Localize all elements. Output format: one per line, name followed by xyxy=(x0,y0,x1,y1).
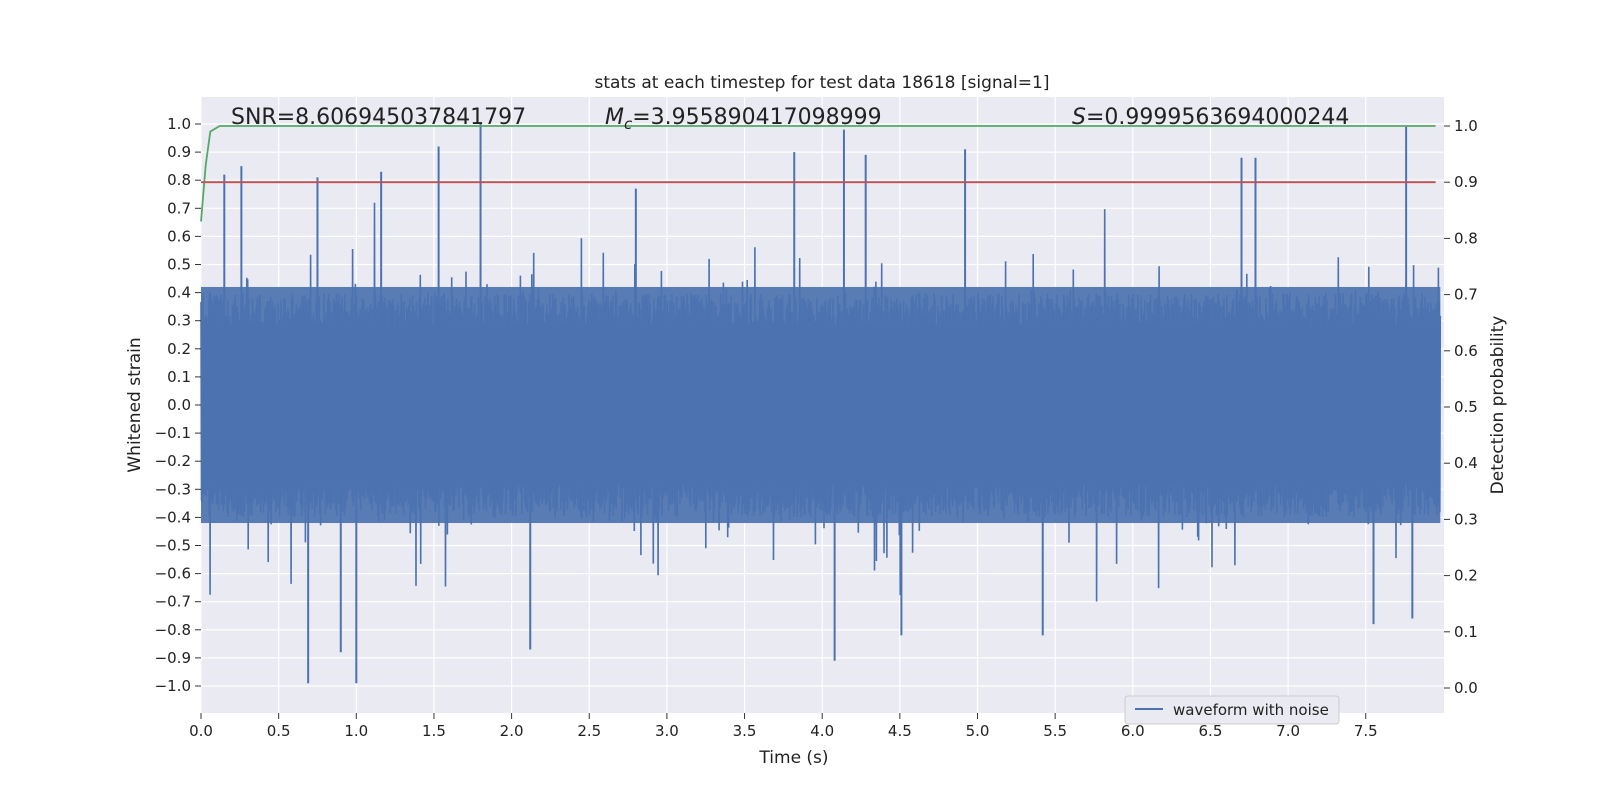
y-left-tick-label: 0.3 xyxy=(167,312,191,330)
y-right-tick-label: 0.1 xyxy=(1454,623,1478,641)
y-axis-left-title: Whitened strain xyxy=(125,337,145,472)
x-tick-label: 7.0 xyxy=(1276,722,1300,740)
mc-value: =3.955890417098999 xyxy=(632,105,881,130)
waveform-dense-band xyxy=(201,286,1441,524)
x-tick-label: 1.0 xyxy=(344,722,368,740)
x-tick-label: 4.0 xyxy=(810,722,834,740)
y-left-tick-label: −0.2 xyxy=(155,452,191,470)
x-tick-label: 3.0 xyxy=(655,722,679,740)
y-right-tick-label: 0.2 xyxy=(1454,567,1478,585)
y-left-tick-label: −0.5 xyxy=(155,537,191,555)
chart-title: stats at each timestep for test data 186… xyxy=(595,73,1050,93)
x-tick-label: 0.5 xyxy=(267,722,291,740)
snr-annotation: SNR=8.606945037841797 xyxy=(231,105,526,130)
y-left-tick-label: 0.6 xyxy=(167,227,191,245)
y-left-tick-label: −0.3 xyxy=(155,480,191,498)
x-tick-label: 1.5 xyxy=(422,722,446,740)
y-axis-right-title: Detection probability xyxy=(1488,316,1508,495)
y-left-tick-label: −0.8 xyxy=(155,621,191,639)
x-tick-label: 2.5 xyxy=(577,722,601,740)
y-right-tick-label: 0.6 xyxy=(1454,342,1478,360)
y-right-tick-label: 0.9 xyxy=(1454,173,1478,191)
x-axis-title: Time (s) xyxy=(758,748,828,768)
legend-label: waveform with noise xyxy=(1173,701,1329,719)
x-tick-label: 6.5 xyxy=(1199,722,1223,740)
y-right-tick-label: 0.7 xyxy=(1454,286,1478,304)
y-left-tick-label: −1.0 xyxy=(155,677,191,695)
x-tick-label: 5.5 xyxy=(1043,722,1067,740)
s-symbol: S xyxy=(1072,105,1086,130)
x-tick-label: 2.0 xyxy=(500,722,524,740)
s-annotation: S=0.9999563694000244 xyxy=(1072,105,1349,130)
y-right-tick-label: 0.8 xyxy=(1454,229,1478,247)
waveform-series xyxy=(200,124,1442,684)
s-value: =0.9999563694000244 xyxy=(1086,105,1349,130)
x-tick-label: 7.5 xyxy=(1354,722,1378,740)
legend: waveform with noise xyxy=(1124,695,1340,725)
y-left-tick-label: −0.1 xyxy=(155,424,191,442)
y-left-tick-label: 1.0 xyxy=(167,115,191,133)
probability-series xyxy=(200,125,1436,222)
x-tick-label: 0.0 xyxy=(189,722,213,740)
y-right-tick-label: 0.3 xyxy=(1454,510,1478,528)
y-right-tick-label: 0.4 xyxy=(1454,454,1478,472)
mc-subscript: c xyxy=(624,115,633,133)
y-left-tick-label: 0.8 xyxy=(167,171,191,189)
y-left-tick-label: 0.0 xyxy=(167,396,191,414)
y-left-tick-label: −0.9 xyxy=(155,649,191,667)
x-tick-label: 5.0 xyxy=(966,722,990,740)
y-left-tick-label: 0.2 xyxy=(167,340,191,358)
mc-annotation: Mc=3.955890417098999 xyxy=(605,105,882,133)
y-right-tick-label: 0.0 xyxy=(1454,679,1478,697)
axis-ticks: 0.0 0.5 1.0 1.5 2.0 2.5 3.0 3.5 4.0 4.5 5.0 5.5 6.0 6… xyxy=(155,115,1478,740)
y-left-tick-label: −0.7 xyxy=(155,593,191,611)
legend-box xyxy=(1124,695,1340,725)
mc-symbol: M xyxy=(605,105,624,130)
y-left-tick-label: 0.7 xyxy=(167,199,191,217)
y-left-tick-label: 0.1 xyxy=(167,368,191,386)
y-left-tick-label: 0.4 xyxy=(167,284,191,302)
y-right-tick-label: 0.5 xyxy=(1454,398,1478,416)
y-left-tick-label: 0.5 xyxy=(167,256,191,274)
y-left-tick-label: −0.6 xyxy=(155,565,191,583)
probability-line xyxy=(200,125,1436,222)
y-right-tick-label: 1.0 xyxy=(1454,117,1478,135)
y-left-tick-label: −0.4 xyxy=(155,508,191,526)
x-tick-label: 3.5 xyxy=(733,722,757,740)
x-tick-label: 6.0 xyxy=(1121,722,1145,740)
y-left-tick-label: 0.9 xyxy=(167,143,191,161)
x-tick-label: 4.5 xyxy=(888,722,912,740)
